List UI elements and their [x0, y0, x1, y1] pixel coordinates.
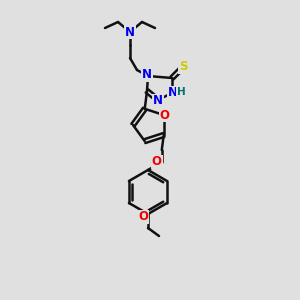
Text: N: N: [142, 68, 152, 82]
Text: O: O: [152, 155, 162, 169]
Text: N: N: [168, 86, 178, 100]
Text: N: N: [153, 94, 163, 107]
Text: N: N: [125, 26, 135, 38]
Text: H: H: [177, 87, 185, 97]
Text: O: O: [138, 211, 148, 224]
Text: O: O: [160, 109, 170, 122]
Text: S: S: [179, 61, 187, 74]
